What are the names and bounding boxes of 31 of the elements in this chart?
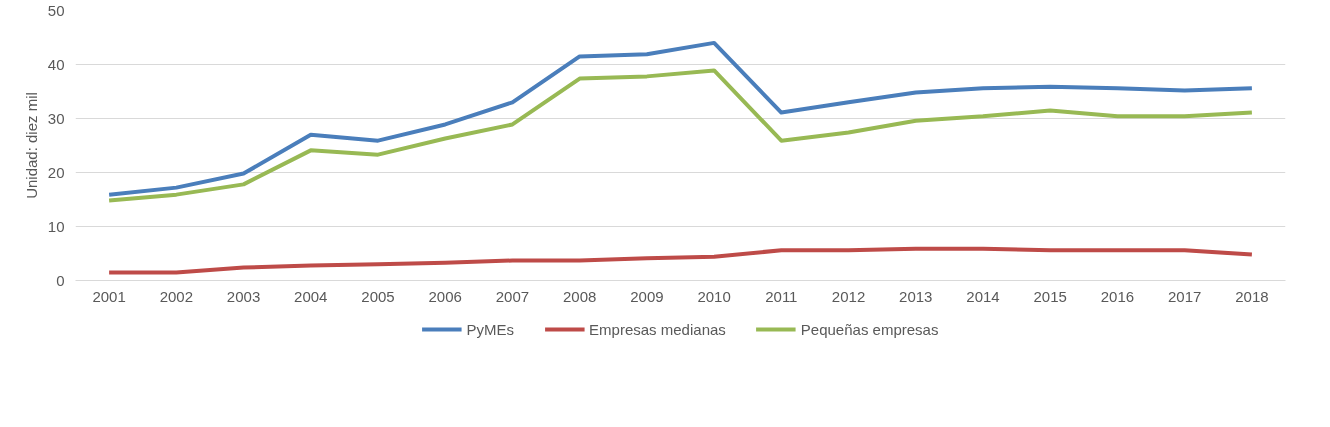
- legend-label: Pequeñas empresas: [800, 320, 939, 338]
- x-tick-label: 2006: [428, 287, 462, 305]
- x-tick-label: 2016: [1100, 287, 1135, 305]
- x-tick-label: 2003: [226, 287, 261, 305]
- x-tick-label: 2005: [361, 287, 395, 305]
- x-tick-label: 2018: [1235, 287, 1269, 305]
- x-tick-label: 2007: [495, 287, 530, 305]
- line-series: [107, 246, 1254, 275]
- x-tick-label: 2008: [562, 287, 597, 305]
- y-tick-label: 30: [47, 109, 65, 127]
- x-tick-label: 2013: [899, 287, 933, 305]
- x-tick-label: 2009: [630, 287, 664, 305]
- line-series: [107, 68, 1254, 203]
- x-tick-label: 2011: [765, 287, 798, 305]
- x-tick-label: 2004: [294, 287, 328, 305]
- y-tick-label: 20: [47, 163, 65, 181]
- legend-label: PyMEs: [466, 320, 515, 338]
- x-tick-label: 2010: [697, 287, 731, 305]
- x-tick-label: 2001: [92, 287, 126, 305]
- x-tick-label: 2015: [1033, 287, 1067, 305]
- line-series: [107, 40, 1254, 197]
- y-tick-label: 40: [47, 55, 65, 73]
- legend-label: Empresas medianas: [589, 320, 726, 338]
- y-tick-label: 0: [56, 271, 65, 289]
- y-tick-label: 50: [47, 1, 65, 19]
- x-tick-label: 2012: [831, 287, 866, 305]
- x-tick-label: 2002: [159, 287, 194, 305]
- y-tick-label: 10: [47, 217, 65, 235]
- x-tick-label: 2017: [1167, 287, 1202, 305]
- x-tick-label: 2014: [966, 287, 1000, 305]
- y-axis-title: Unidad: diez mil: [22, 92, 40, 199]
